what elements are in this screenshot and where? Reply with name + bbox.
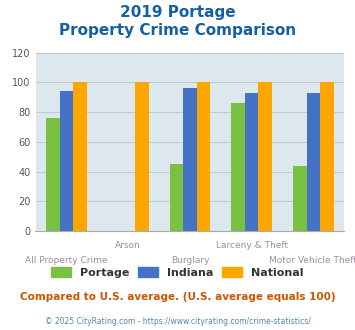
- Text: Burglary: Burglary: [171, 256, 209, 265]
- Bar: [307, 93, 320, 231]
- Bar: [258, 82, 272, 231]
- Bar: [320, 82, 334, 231]
- Text: All Property Crime: All Property Crime: [25, 256, 108, 265]
- Text: Motor Vehicle Theft: Motor Vehicle Theft: [269, 256, 355, 265]
- Text: © 2025 CityRating.com - https://www.cityrating.com/crime-statistics/: © 2025 CityRating.com - https://www.city…: [45, 317, 310, 326]
- Bar: [183, 88, 197, 231]
- Bar: [197, 82, 210, 231]
- Bar: [60, 91, 73, 231]
- Bar: [293, 166, 307, 231]
- Text: Compared to U.S. average. (U.S. average equals 100): Compared to U.S. average. (U.S. average …: [20, 292, 335, 302]
- Text: 2019 Portage: 2019 Portage: [120, 5, 235, 20]
- Text: Larceny & Theft: Larceny & Theft: [215, 241, 288, 250]
- Bar: [231, 103, 245, 231]
- Bar: [46, 118, 60, 231]
- Bar: [170, 164, 183, 231]
- Bar: [73, 82, 87, 231]
- Text: Arson: Arson: [115, 241, 141, 250]
- Bar: [135, 82, 148, 231]
- Bar: [245, 93, 258, 231]
- Legend: Portage, Indiana, National: Portage, Indiana, National: [47, 263, 308, 282]
- Text: Property Crime Comparison: Property Crime Comparison: [59, 23, 296, 38]
